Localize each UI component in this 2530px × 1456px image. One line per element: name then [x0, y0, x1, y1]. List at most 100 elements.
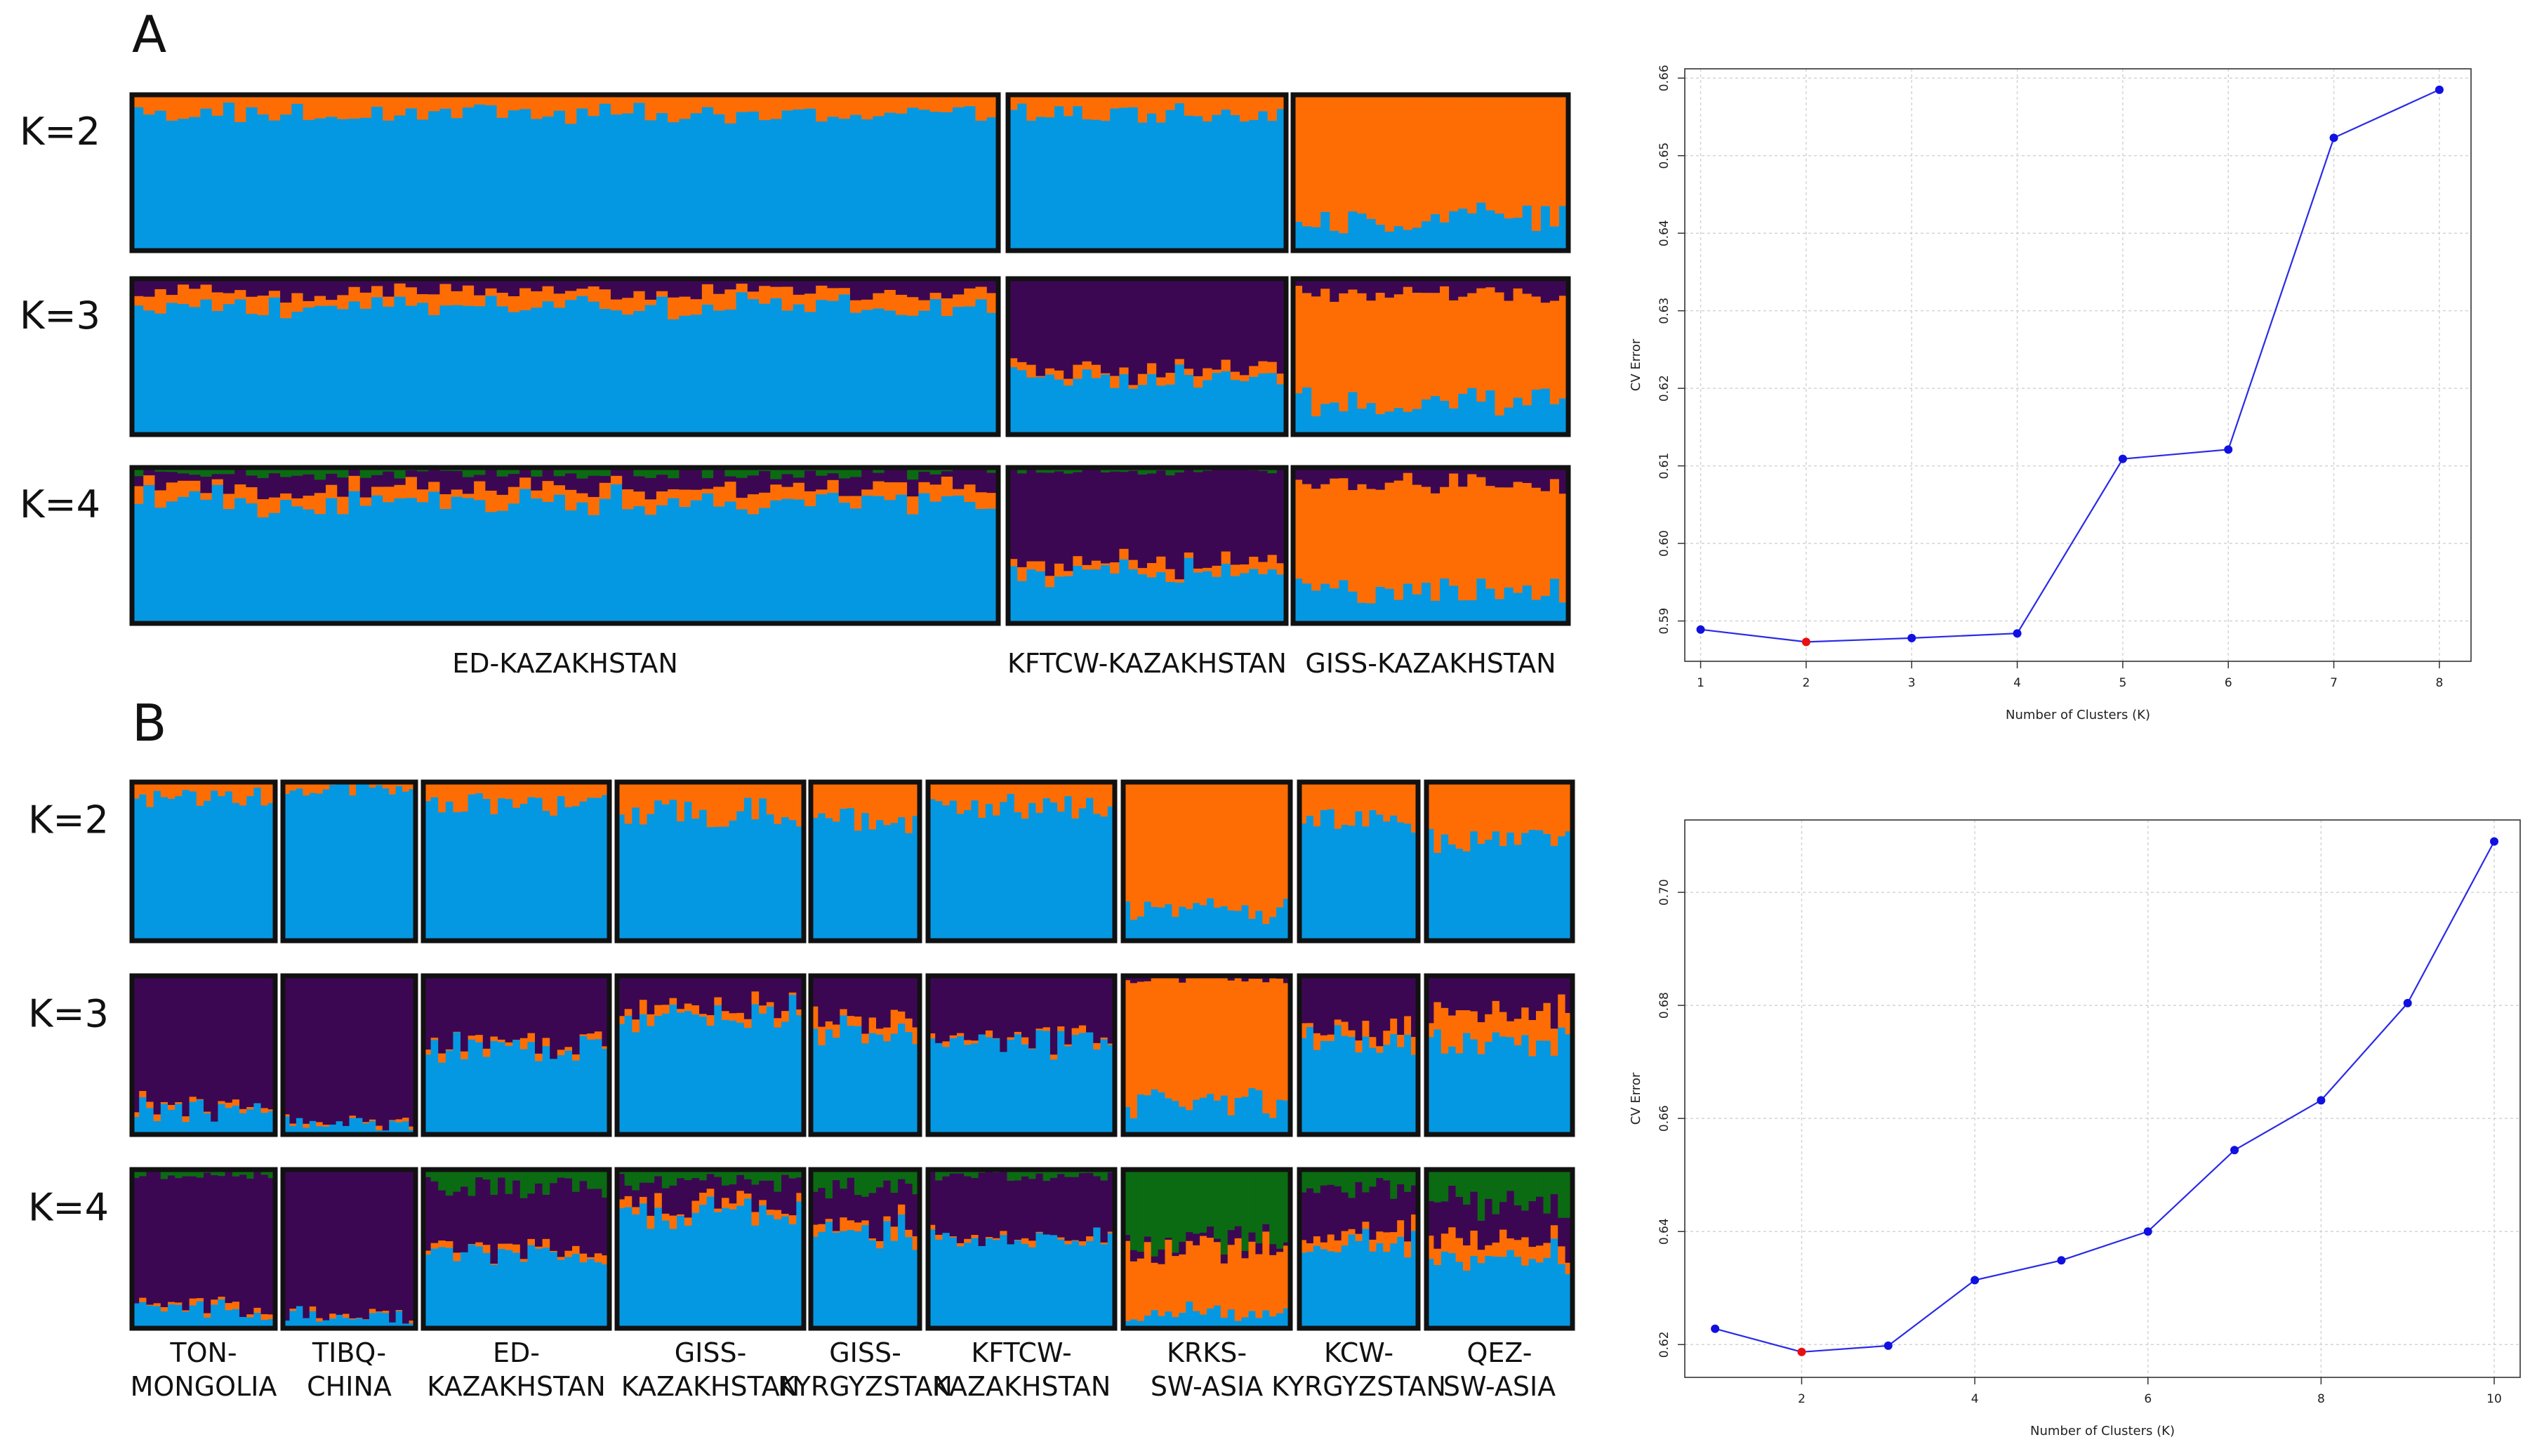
ancestry-segment-orange [1156, 95, 1166, 123]
ancestry-segment-blue [1440, 222, 1450, 251]
ancestry-segment-blue [1348, 211, 1358, 251]
ancestry-segment-orange [382, 1311, 390, 1313]
ancestry-segment-orange [1412, 292, 1422, 409]
ancestry-segment-orange [451, 95, 463, 119]
ancestry-segment-purple [1184, 468, 1194, 553]
ancestry-segment-blue [677, 1216, 685, 1329]
ancestry-segment-blue [942, 1233, 951, 1329]
ancestry-segment-green [1376, 1170, 1384, 1179]
ancestry-segment-blue [825, 818, 833, 941]
ancestry-segment-purple [1086, 1172, 1094, 1237]
ancestry-segment-purple [1485, 976, 1493, 1015]
ancestry-segment-purple [565, 279, 577, 291]
ancestry-segment-purple [1440, 468, 1450, 488]
ancestry-segment-green [211, 468, 224, 475]
ancestry-segment-blue [729, 820, 737, 941]
ancestry-segment-orange [793, 294, 805, 305]
ancestry-segment-blue [654, 1016, 663, 1135]
population-label-ed-kazakhstan: KAZAKHSTAN [427, 1371, 606, 1402]
ancestry-segment-orange [898, 1011, 906, 1024]
ancestry-segment-green [691, 1170, 700, 1179]
ancestry-segment-orange [154, 95, 167, 112]
ancestry-segment-purple [260, 976, 269, 1108]
ancestry-segment-orange [1330, 301, 1339, 403]
ancestry-segment-blue [211, 310, 224, 435]
ancestry-segment-orange [1165, 95, 1176, 111]
ancestry-segment-blue [1207, 898, 1214, 941]
ancestry-segment-green [624, 1170, 632, 1186]
ancestry-segment-blue [1376, 1243, 1384, 1329]
ancestry-segment-orange [876, 782, 884, 821]
ancestry-segment-blue [669, 800, 677, 941]
ancestry-segment-blue [482, 798, 491, 941]
ancestry-segment-purple [1071, 1177, 1080, 1240]
ancestry-segment-blue [246, 796, 254, 941]
ancestry-segment-blue [337, 309, 350, 435]
ancestry-segment-blue [200, 299, 213, 435]
ancestry-segment-orange [661, 782, 670, 805]
ancestry-segment-blue [873, 496, 885, 624]
cv-error-point [2329, 133, 2338, 143]
ancestry-segment-green [177, 468, 190, 474]
ancestry-segment-purple [1565, 1217, 1573, 1264]
ancestry-segment-blue [1536, 1262, 1544, 1329]
ancestry-segment-blue [654, 800, 663, 941]
ancestry-segment-blue [993, 815, 1000, 941]
ancestry-segment-orange [280, 493, 292, 501]
ancestry-segment-blue [935, 1239, 943, 1329]
ancestry-segment-orange [1283, 983, 1291, 1101]
ancestry-segment-blue [699, 809, 708, 941]
ancestry-segment-orange [796, 1009, 804, 1016]
ancestry-segment-blue [232, 1105, 240, 1135]
ancestry-segment-purple [1017, 279, 1027, 363]
ancestry-segment-blue [811, 1236, 819, 1329]
ancestry-segment-blue [280, 500, 292, 624]
ancestry-segment-orange [1485, 1245, 1493, 1257]
ancestry-segment-blue [204, 800, 211, 941]
ancestry-segment-blue [1327, 809, 1335, 941]
ancestry-segment-purple [1421, 468, 1431, 487]
ancestry-segment-blue [531, 119, 543, 251]
ancestry-segment-purple [1054, 471, 1064, 564]
ancestry-segment-orange [508, 487, 520, 504]
ancestry-segment-purple [1362, 976, 1370, 1021]
ancestry-segment-purple [861, 469, 873, 490]
ancestry-segment-blue [439, 108, 452, 251]
ancestry-segment-blue [146, 1305, 154, 1329]
ancestry-segment-purple [268, 279, 281, 291]
ancestry-segment-purple [1540, 279, 1551, 303]
ancestry-segment-orange [602, 1046, 610, 1050]
ancestry-segment-purple [949, 1173, 958, 1237]
ancestry-segment-purple [1234, 1226, 1243, 1239]
ancestry-segment-green [498, 1170, 506, 1178]
ancestry-segment-green [535, 1170, 543, 1184]
ancestry-segment-orange [1397, 1035, 1405, 1047]
ancestry-segment-purple [1327, 1184, 1335, 1235]
ancestry-segment-blue [599, 498, 611, 624]
ancestry-segment-orange [430, 1243, 439, 1249]
ancestry-segment-purple [868, 976, 877, 1018]
ancestry-segment-orange [371, 487, 383, 496]
ancestry-segment-blue [1230, 576, 1240, 624]
ancestry-segment-orange [196, 782, 204, 807]
ancestry-segment-green [661, 1170, 670, 1189]
ancestry-segment-purple [519, 468, 531, 478]
ancestry-segment-blue [1021, 819, 1029, 941]
ancestry-segment-orange [1495, 292, 1505, 416]
ancestry-segment-orange [246, 782, 254, 797]
ancestry-segment-orange [1531, 95, 1542, 232]
ancestry-segment-green [1433, 1170, 1442, 1203]
ancestry-segment-orange [942, 1041, 951, 1047]
ancestry-segment-orange [314, 296, 326, 307]
ancestry-segment-orange [461, 1051, 469, 1060]
ancestry-segment-orange [1313, 782, 1321, 827]
ancestry-segment-blue [895, 494, 908, 624]
ancestry-segment-orange [993, 782, 1000, 816]
ancestry-segment-blue [1193, 903, 1200, 941]
cv-error-point [1883, 1341, 1893, 1350]
ancestry-segment-purple [132, 1177, 140, 1304]
ancestry-segment-purple [854, 976, 862, 1017]
ancestry-segment-purple [512, 1180, 521, 1245]
ancestry-segment-blue [1172, 1317, 1179, 1329]
ancestry-segment-blue [743, 1028, 753, 1135]
